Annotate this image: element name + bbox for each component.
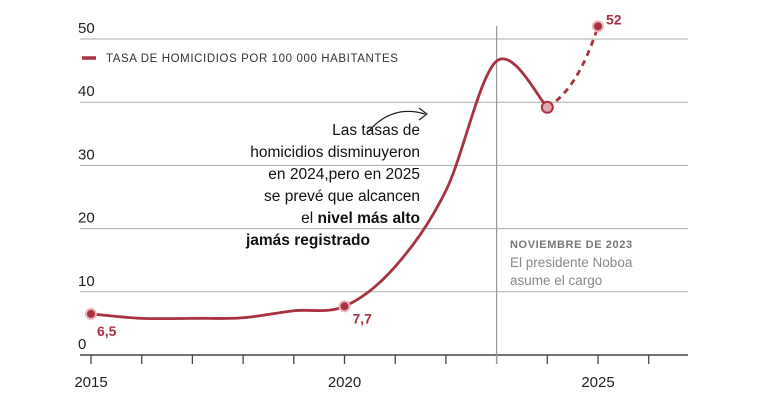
data-point-2024 (540, 100, 554, 114)
y-tick-label: 10 (78, 273, 95, 290)
annotation-line-4: se prevé que alcancen (264, 188, 420, 205)
annotation-line-5: el nivel más alto (301, 210, 420, 227)
y-tick-label: 50 (78, 20, 95, 37)
data-label: 52 (606, 11, 622, 27)
y-tick-label: 30 (78, 146, 95, 163)
event-title: NOVIEMBRE DE 2023 (510, 239, 633, 251)
y-tick-label: 0 (78, 336, 86, 353)
legend-label: TASA DE HOMICIDIOS POR 100 000 HABITANTE… (106, 53, 399, 65)
annotation-line-6: jamás registrado (245, 232, 370, 249)
annotation-line-5-normal: el (301, 210, 317, 227)
annotation-line-1: Las tasas de (332, 122, 420, 139)
annotation-line-2: homicidios disminuyeron (250, 144, 420, 161)
legend: TASA DE HOMICIDIOS POR 100 000 HABITANTE… (82, 53, 399, 65)
data-point (338, 300, 351, 313)
series-line-projection (546, 25, 600, 109)
annotation-line-3: en 2024,pero en 2025 (268, 166, 420, 183)
y-tick-label: 40 (78, 83, 95, 100)
x-tick-label: 2015 (74, 374, 107, 391)
annotation-line-5-bold: nivel más alto (317, 210, 420, 227)
x-tick-label: 2020 (328, 374, 361, 391)
arrow-head-icon (418, 107, 428, 121)
event-annotation: NOVIEMBRE DE 2023 El presidente Noboa as… (510, 239, 633, 288)
data-point (592, 20, 604, 33)
event-desc-2: asume el cargo (510, 273, 602, 288)
x-tick-label: 2025 (581, 374, 614, 391)
data-point (85, 307, 97, 320)
annotation: Las tasas de homicidios disminuyeron en … (245, 122, 420, 249)
annotation-arrow (367, 110, 426, 133)
data-label: 7,7 (353, 310, 373, 326)
y-tick-label: 20 (78, 210, 95, 227)
event-desc-1: El presidente Noboa (510, 255, 633, 270)
data-label: 6,5 (97, 323, 117, 339)
